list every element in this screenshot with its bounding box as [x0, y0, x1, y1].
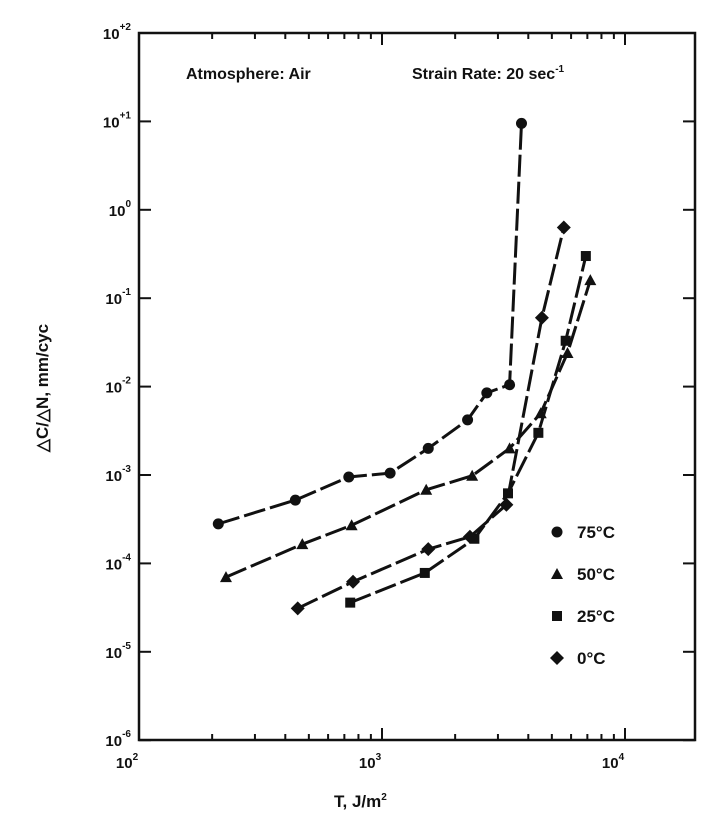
series-layer [212, 117, 597, 616]
y-axis-ticks: 10+2 10+1 100 10-1 10-2 10-3 10-4 10-5 10-6 [103, 22, 695, 750]
data-point-diamond [499, 497, 514, 512]
y-tick-label: 100 [109, 199, 132, 220]
data-point-diamond [556, 220, 571, 235]
data-point-circle [515, 117, 527, 129]
legend-label: 50°C [577, 565, 615, 584]
series-diamond [290, 220, 571, 616]
data-point-circle [212, 518, 224, 530]
data-point-triangle [345, 519, 358, 531]
data-point-triangle [584, 274, 597, 286]
legend-marker-diamond [550, 651, 564, 665]
atmosphere-annotation: Atmosphere: Air [186, 66, 311, 83]
data-point-square [580, 251, 591, 262]
x-tick-label: 102 [116, 752, 139, 772]
data-point-circle [422, 442, 434, 454]
legend: 75°C 50°C 25°C 0°C [550, 523, 615, 668]
y-tick-label: 10+2 [103, 22, 132, 43]
legend-marker-square [552, 611, 562, 621]
series-line-circle [217, 123, 523, 526]
data-point-circle [343, 471, 355, 483]
data-point-circle [384, 467, 396, 479]
data-point-square [419, 567, 430, 578]
y-tick-label: 10-4 [105, 552, 131, 573]
plot-frame [137, 31, 697, 742]
data-point-circle [504, 379, 516, 391]
series-circle [212, 117, 527, 530]
data-point-triangle [466, 469, 479, 481]
y-tick-label: 10-3 [105, 464, 131, 485]
y-axis-title: △C/△N, mm/cyc [33, 324, 52, 453]
data-point-square [345, 597, 356, 608]
y-tick-label: 10-1 [105, 287, 131, 308]
legend-label: 25°C [577, 607, 615, 626]
series-square [345, 251, 591, 608]
legend-marker-circle [551, 526, 563, 538]
y-tick-label: 10-6 [105, 729, 131, 750]
strain-rate-annotation: Strain Rate: 20 sec-1 [412, 64, 565, 83]
data-point-circle [462, 414, 474, 426]
data-point-square [533, 427, 544, 438]
y-tick-label: 10-5 [105, 641, 131, 662]
legend-label: 75°C [577, 523, 615, 542]
y-tick-label: 10-2 [105, 376, 131, 397]
legend-marker-triangle [551, 568, 563, 579]
data-point-triangle [503, 442, 516, 454]
data-point-diamond [290, 601, 305, 616]
data-point-triangle [219, 571, 232, 583]
data-point-circle [289, 494, 301, 506]
data-point-diamond [421, 542, 436, 557]
data-point-triangle [420, 483, 433, 495]
series-line-triangle [225, 279, 592, 579]
data-point-square [560, 335, 571, 346]
x-tick-label: 103 [359, 752, 382, 772]
x-axis-ticks: 102 103 104 [116, 33, 626, 772]
y-tick-label: 10+1 [103, 110, 132, 131]
x-axis-title: T, J/m2 [334, 792, 387, 811]
data-point-triangle [561, 346, 574, 358]
data-point-diamond [462, 529, 477, 544]
data-point-diamond [346, 574, 361, 589]
data-point-triangle [296, 538, 309, 550]
data-point-diamond [534, 310, 549, 325]
x-tick-label: 104 [602, 752, 625, 772]
series-line-square [349, 255, 588, 605]
legend-label: 0°C [577, 649, 606, 668]
data-point-circle [481, 387, 493, 399]
